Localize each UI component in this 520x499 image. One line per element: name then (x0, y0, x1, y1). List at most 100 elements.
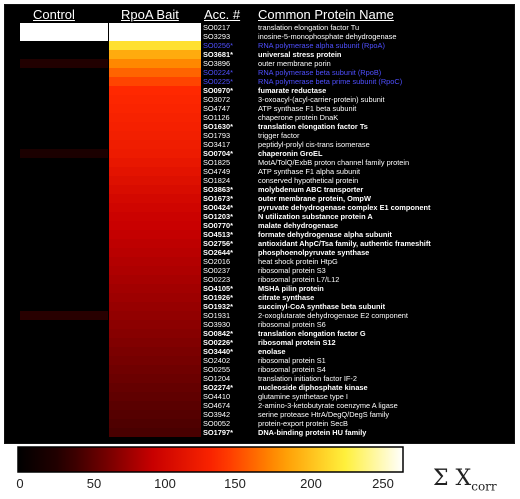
bait-cell (109, 41, 201, 50)
accession-label: SO0237 (203, 266, 231, 275)
bait-cell (109, 59, 201, 68)
bait-cell (109, 221, 201, 230)
protein-name-label: DNA-binding protein HU family (258, 428, 367, 437)
control-column-header: Control (33, 7, 75, 22)
accession-label: SO3863* (203, 185, 233, 194)
control-cell (20, 50, 108, 59)
control-cell (20, 248, 108, 257)
control-cell (20, 32, 108, 41)
control-cell (20, 266, 108, 275)
accession-label: SO0424* (203, 203, 233, 212)
accession-label: SO4410 (203, 392, 231, 401)
accession-label: SO4749 (203, 167, 231, 176)
bait-cell (109, 329, 201, 338)
bait-cell (109, 338, 201, 347)
bait-cell (109, 149, 201, 158)
protein-name-label: chaperonin GroEL (258, 149, 323, 158)
control-cell (20, 347, 108, 356)
protein-name-label: translation elongation factor G (258, 329, 366, 338)
protein-name-label: malate dehydrogenase (258, 221, 339, 230)
control-cell (20, 356, 108, 365)
colorbar-tick-label: 0 (16, 476, 24, 491)
protein-name-label: MotA/TolQ/ExbB proton channel family pro… (258, 158, 410, 167)
control-cell (20, 212, 108, 221)
accession-label: SO0217 (203, 23, 231, 32)
colorbar-tick-label: 250 (372, 476, 394, 491)
bait-cell (109, 167, 201, 176)
control-cell (20, 383, 108, 392)
protein-name-label: phosphoenolpyruvate synthase (258, 248, 370, 257)
protein-name-label: 2-oxoglutarate dehydrogenase E2 componen… (258, 311, 408, 320)
bait-cell (109, 311, 201, 320)
bait-cell (109, 419, 201, 428)
protein-name-label: translation initiation factor IF-2 (258, 374, 357, 383)
control-cell (20, 284, 108, 293)
control-cell (20, 428, 108, 437)
protein-name-label: outer membrane porin (258, 59, 331, 68)
accession-column-header: Acc. # (204, 7, 241, 22)
protein-name-label: RNA polymerase beta prime subunit (RpoC) (258, 77, 403, 86)
accession-label: SO0970* (203, 86, 233, 95)
bait-cell (109, 266, 201, 275)
protein-name-label: ribosomal protein S6 (258, 320, 326, 329)
bait-cell (109, 356, 201, 365)
accession-label: SO0225* (203, 77, 233, 86)
control-cell (20, 95, 108, 104)
bait-cell (109, 428, 201, 437)
protein-name-label: N utilization substance protein A (258, 212, 373, 221)
protein-name-label: trigger factor (258, 131, 300, 140)
accession-label: SO1203* (203, 212, 233, 221)
control-cell (20, 68, 108, 77)
accession-label: SO2274* (203, 383, 233, 392)
control-cell (20, 131, 108, 140)
bait-cell (109, 86, 201, 95)
control-cell (20, 302, 108, 311)
bait-cell (109, 257, 201, 266)
protein-name-label: RNA polymerase beta subunit (RpoB) (258, 68, 382, 77)
bait-cell (109, 320, 201, 329)
accession-label: SO3417 (203, 140, 231, 149)
control-cell (20, 329, 108, 338)
colorbar-tick-label: 200 (300, 476, 322, 491)
control-cell (20, 59, 108, 68)
control-cell (20, 86, 108, 95)
protein-name-label: ribosomal protein S12 (258, 338, 336, 347)
bait-cell (109, 275, 201, 284)
accession-label: SO3930 (203, 320, 231, 329)
colorbar-label-subscript: corr (471, 479, 497, 494)
bait-cell (109, 113, 201, 122)
colorbar-tick-label: 100 (154, 476, 176, 491)
control-cell (20, 41, 108, 50)
accession-label: SO1126 (203, 113, 230, 122)
control-cell (20, 257, 108, 266)
protein-name-label: pyruvate dehydrogenase complex E1 compon… (258, 203, 431, 212)
control-cell (20, 149, 108, 158)
control-cell (20, 365, 108, 374)
bait-cell (109, 347, 201, 356)
colorbar-label: Σ Xcorr (433, 466, 497, 493)
accession-label: SO1204 (203, 374, 231, 383)
control-cell (20, 158, 108, 167)
bait-cell (109, 194, 201, 203)
bait-cell (109, 401, 201, 410)
protein-name-label: formate dehydrogenase alpha subunit (258, 230, 392, 239)
colorbar-tick-label: 50 (86, 476, 102, 491)
bait-cell (109, 95, 201, 104)
accession-label: SO1931 (203, 311, 231, 320)
control-cell (20, 401, 108, 410)
control-cell (20, 23, 108, 32)
control-cell (20, 230, 108, 239)
protein-name-label: citrate synthase (258, 293, 315, 302)
accession-label: SO2644* (203, 248, 233, 257)
control-cell (20, 338, 108, 347)
protein-name-label: ATP synthase F1 alpha subunit (258, 167, 361, 176)
control-cell (20, 374, 108, 383)
colorbar-gradient (17, 446, 404, 473)
accession-label: SO0842* (203, 329, 233, 338)
accession-label: SO3440* (203, 347, 233, 356)
protein-name-label: antioxidant AhpC/Tsa family, authentic f… (258, 239, 431, 248)
protein-name-label: ribosomal protein S4 (258, 365, 326, 374)
accession-label: SO2402 (203, 356, 231, 365)
accession-label: SO1673* (203, 194, 233, 203)
